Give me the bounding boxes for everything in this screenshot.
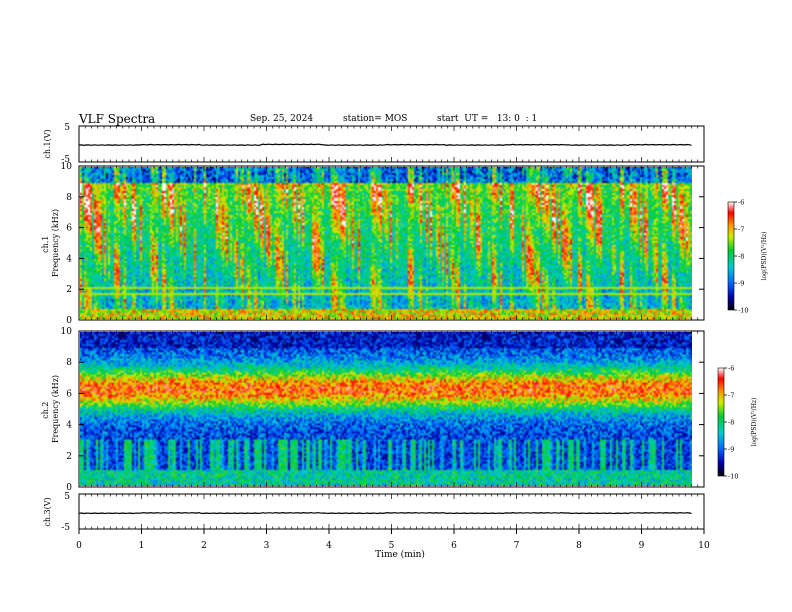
x-tick-label: 3	[264, 541, 270, 551]
ytick-label: 2	[66, 452, 72, 462]
colorbar-tick-label: -6	[738, 199, 744, 207]
ytick-label: 0	[66, 316, 72, 326]
ytick-label: 10	[61, 327, 73, 337]
ch1-waveform-frame	[78, 125, 705, 163]
x-tick-label: 2	[201, 541, 207, 551]
colorbar-tick-label: -8	[738, 253, 744, 261]
ch1-ytick-top: 5	[64, 123, 70, 133]
x-tick-label: 7	[514, 541, 520, 551]
ch1-ylabel: ch.1(V)	[43, 129, 52, 158]
ytick-label: 8	[66, 193, 72, 203]
ytick-label: 10	[61, 162, 73, 172]
ch3-ytick-top: 5	[64, 492, 70, 502]
colorbar-tick-label: -10	[738, 307, 748, 315]
x-tick-label: 9	[639, 541, 645, 551]
ch1-spectrogram-panel: 0 2 4 6 8 10 ch.1 Frequency (kHz) -6 -7 -8 -9 -10…	[41, 162, 768, 326]
ch2-ylabel-frequency: Frequency (kHz)	[51, 375, 60, 443]
colorbar-tick-label: -6	[728, 365, 734, 373]
ch1-spectrogram-ylabel: ch.1 Frequency (kHz)	[41, 209, 60, 277]
ch1-waveform-panel: 5 -5 ch.1(V)	[43, 123, 705, 165]
ch2-ylabel-channel: ch.2	[41, 402, 50, 419]
x-tick-label: 5	[389, 541, 395, 551]
ch2-spectrogram-yticks: 0 2 4 6 8 10	[61, 327, 704, 493]
ch1-colorbar	[727, 201, 735, 311]
date-label: Sep. 25, 2024	[250, 114, 314, 124]
ch3-waveform-frame	[78, 493, 705, 530]
colorbar-tick-label: -9	[738, 280, 744, 288]
ch1-spectrogram-yticks: 0 2 4 6 8 10	[61, 162, 704, 326]
ytick-label: 4	[66, 421, 72, 431]
x-axis: 0 1 2 3 4 5 6 7 8 9 10	[76, 529, 710, 551]
x-tick-label: 10	[698, 541, 710, 551]
ch2-spectrogram-panel: 0 2 4 6 8 10 ch.2 Frequency (kHz) -6 -7 -8 -9 -10…	[41, 327, 758, 493]
ytick-label: 2	[66, 285, 72, 295]
ch2-spectrogram-image	[80, 332, 692, 486]
ch2-spectrogram-ylabel: ch.2 Frequency (kHz)	[41, 375, 60, 443]
start-time-label: start UT = 13: 0 : 1	[437, 114, 538, 124]
ch1-ytick-bottom: -5	[61, 155, 70, 165]
ytick-label: 0	[66, 483, 72, 493]
ch1-ylabel-channel: ch.1	[41, 236, 50, 253]
ch1-colorbar-ticks: -6 -7 -8 -9 -10	[734, 199, 748, 315]
ch2-colorbar-label: log(PSD)(V²/Hz)	[751, 398, 758, 447]
x-tick-label: 6	[451, 541, 457, 551]
ytick-label: 4	[66, 254, 72, 264]
x-tick-label: 8	[576, 541, 582, 551]
ytick-label: 6	[66, 224, 72, 234]
x-tick-label: 4	[326, 541, 332, 551]
colorbar-tick-label: -10	[728, 473, 738, 481]
ytick-label: 8	[66, 358, 72, 368]
ch2-colorbar	[717, 367, 725, 477]
x-minor-ticks	[78, 126, 705, 529]
x-axis-label: Time (min)	[375, 549, 425, 560]
x-tick-label: 1	[139, 541, 145, 551]
ch3-waveform-line	[78, 511, 692, 515]
ch3-waveform-panel: 5 -5 ch.3(V)	[43, 492, 705, 533]
ytick-label: 6	[66, 389, 72, 399]
chart-title: VLF Spectra	[79, 112, 156, 126]
ch1-ylabel-frequency: Frequency (kHz)	[51, 209, 60, 277]
ch3-ylabel: ch.3(V)	[43, 497, 52, 526]
colorbar-tick-label: -7	[728, 392, 734, 400]
ch2-colorbar-ticks: -6 -7 -8 -9 -10	[724, 365, 738, 481]
x-tick-label: 0	[76, 541, 82, 551]
colorbar-tick-label: -7	[738, 226, 744, 234]
ch1-spectrogram-image	[80, 167, 692, 319]
ch1-waveform-line	[78, 143, 692, 147]
station-label: station= MOS	[343, 114, 408, 124]
colorbar-tick-label: -8	[728, 419, 734, 427]
colorbar-tick-label: -9	[728, 446, 734, 454]
ch1-colorbar-label: log(PSD)(V²/Hz)	[761, 232, 768, 281]
ch3-ytick-bottom: -5	[61, 523, 70, 533]
